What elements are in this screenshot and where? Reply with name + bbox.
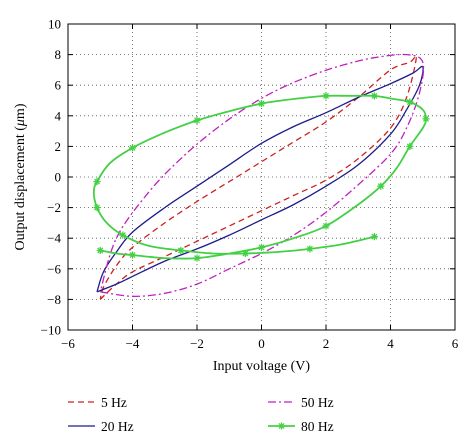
marker-80hz	[96, 246, 104, 255]
marker-80hz	[128, 144, 137, 152]
y-tick-label: 2	[55, 139, 62, 154]
legend-label-5hz: 5 Hz	[101, 395, 127, 410]
legend-label-80hz: 80 Hz	[301, 419, 334, 434]
marker-80hz	[322, 92, 330, 100]
legend-asterisk-icon	[277, 422, 286, 430]
y-axis-title: Output displacement (μm)	[13, 103, 28, 250]
series-markers	[93, 92, 430, 262]
legend-item-20hz: 20 Hz	[68, 419, 134, 434]
marker-80hz	[193, 116, 201, 124]
marker-80hz	[306, 245, 314, 253]
x-tick-label: −4	[126, 336, 140, 351]
grid-lines	[68, 24, 455, 330]
marker-80hz	[377, 182, 385, 190]
marker-80hz	[257, 243, 266, 251]
marker-80hz	[422, 115, 430, 123]
marker-80hz	[119, 231, 127, 239]
marker-80hz	[193, 254, 201, 262]
legend-item-80hz: 80 Hz	[268, 419, 334, 434]
x-axis-title: Input voltage (V)	[213, 359, 311, 374]
y-tick-label: −10	[41, 323, 61, 338]
legend-item-5hz: 5 Hz	[68, 395, 127, 410]
marker-80hz	[370, 233, 378, 241]
y-tick-label: −8	[47, 292, 61, 307]
marker-80hz	[93, 177, 101, 186]
marker-80hz	[370, 92, 378, 100]
y-tick-label: 4	[55, 108, 62, 123]
y-tick-label: −6	[47, 261, 61, 276]
axis-ticks: −6 −4 −2 0 2 4 6 −10 −8 −6 −4 −2 0 2 4 6 8 10	[41, 17, 459, 352]
y-tick-label: 10	[48, 17, 61, 32]
legend-label-20hz: 20 Hz	[101, 419, 134, 434]
y-axis-title-suffix: m)	[13, 103, 28, 119]
y-tick-label: −2	[47, 200, 61, 215]
x-tick-label: 2	[323, 336, 330, 351]
legend-label-50hz: 50 Hz	[301, 395, 334, 410]
x-tick-label: −2	[190, 336, 204, 351]
x-tick-label: 6	[452, 336, 459, 351]
x-tick-label: 0	[258, 336, 265, 351]
marker-80hz	[406, 98, 414, 106]
marker-80hz	[93, 204, 101, 212]
y-tick-label: 0	[55, 170, 62, 185]
legend-item-50hz: 50 Hz	[268, 395, 334, 410]
marker-80hz	[406, 142, 414, 150]
x-tick-label: −6	[61, 336, 75, 351]
y-tick-label: −4	[47, 231, 61, 246]
y-tick-label: 6	[55, 78, 62, 93]
series-line-20hz	[96, 65, 424, 293]
series-line-50hz	[99, 53, 425, 297]
legend-marker-80hz	[277, 422, 286, 430]
y-tick-label: 8	[55, 47, 62, 62]
x-tick-label: 4	[387, 336, 394, 351]
marker-80hz	[322, 222, 330, 230]
marker-80hz	[177, 246, 185, 255]
legend: 5 Hz 20 Hz 50 Hz 80 Hz	[68, 395, 334, 434]
marker-80hz	[257, 99, 266, 108]
marker-80hz	[241, 249, 249, 258]
y-axis-title-mu: μ	[13, 119, 28, 127]
marker-80hz	[128, 251, 137, 259]
y-axis-title-prefix: Output displacement (	[13, 126, 28, 251]
